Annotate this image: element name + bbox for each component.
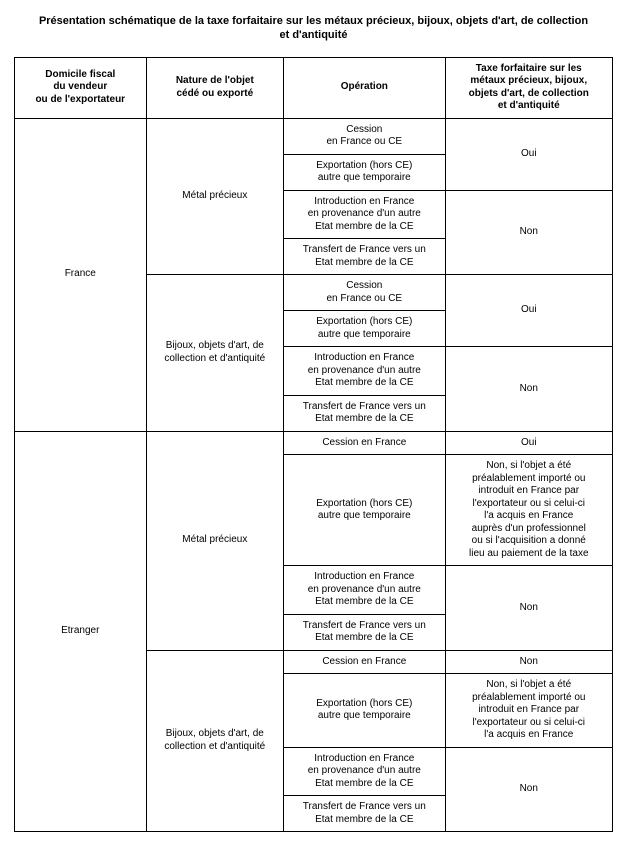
title-line-1: Présentation schématique de la taxe forf… <box>39 15 588 27</box>
cell-tax: Non <box>445 190 612 275</box>
cell-op: Introduction en France en provenance d'u… <box>284 566 445 615</box>
cell-tax: Oui <box>445 275 612 347</box>
cell-tax: Non <box>445 566 612 651</box>
tax-table: Domicile fiscal du vendeur ou de l'expor… <box>14 57 613 833</box>
cell-op: Introduction en France en provenance d'u… <box>284 747 445 796</box>
cell-tax: Non <box>445 650 612 674</box>
col-nature: Nature de l'objet cédé ou exporté <box>146 57 284 118</box>
cell-op: Introduction en France en provenance d'u… <box>284 347 445 396</box>
cell-op: Cession en France <box>284 650 445 674</box>
cell-op: Transfert de France vers un Etat membre … <box>284 239 445 275</box>
cell-tax: Non, si l'objet a été préalablement impo… <box>445 455 612 566</box>
title-line-2: et d'antiquité <box>279 29 347 41</box>
cell-nature-bijoux: Bijoux, objets d'art, de collection et d… <box>146 650 284 832</box>
table-row: France Métal précieux Cession en France … <box>15 118 613 154</box>
cell-op: Transfert de France vers un Etat membre … <box>284 796 445 832</box>
col-operation: Opération <box>284 57 445 118</box>
cell-op: Cession en France <box>284 431 445 455</box>
cell-tax: Non <box>445 347 612 432</box>
cell-tax: Oui <box>445 118 612 190</box>
cell-op: Exportation (hors CE) autre que temporai… <box>284 674 445 748</box>
cell-op: Transfert de France vers un Etat membre … <box>284 614 445 650</box>
cell-op: Exportation (hors CE) autre que temporai… <box>284 311 445 347</box>
cell-op: Introduction en France en provenance d'u… <box>284 190 445 239</box>
cell-op: Cession en France ou CE <box>284 275 445 311</box>
cell-tax: Non, si l'objet a été préalablement impo… <box>445 674 612 748</box>
cell-op: Cession en France ou CE <box>284 118 445 154</box>
cell-op: Exportation (hors CE) autre que temporai… <box>284 455 445 566</box>
col-domicile: Domicile fiscal du vendeur ou de l'expor… <box>15 57 147 118</box>
table-row: Etranger Métal précieux Cession en Franc… <box>15 431 613 455</box>
cell-nature-mp: Métal précieux <box>146 118 284 275</box>
header-row: Domicile fiscal du vendeur ou de l'expor… <box>15 57 613 118</box>
cell-tax: Non <box>445 747 612 832</box>
page-title: Présentation schématique de la taxe forf… <box>14 14 613 43</box>
col-taxe: Taxe forfaitaire sur les métaux précieux… <box>445 57 612 118</box>
cell-nature-mp: Métal précieux <box>146 431 284 650</box>
cell-domicile-etranger: Etranger <box>15 431 147 832</box>
cell-op: Exportation (hors CE) autre que temporai… <box>284 154 445 190</box>
cell-tax: Oui <box>445 431 612 455</box>
cell-nature-bijoux: Bijoux, objets d'art, de collection et d… <box>146 275 284 432</box>
cell-op: Transfert de France vers un Etat membre … <box>284 395 445 431</box>
cell-domicile-france: France <box>15 118 147 431</box>
